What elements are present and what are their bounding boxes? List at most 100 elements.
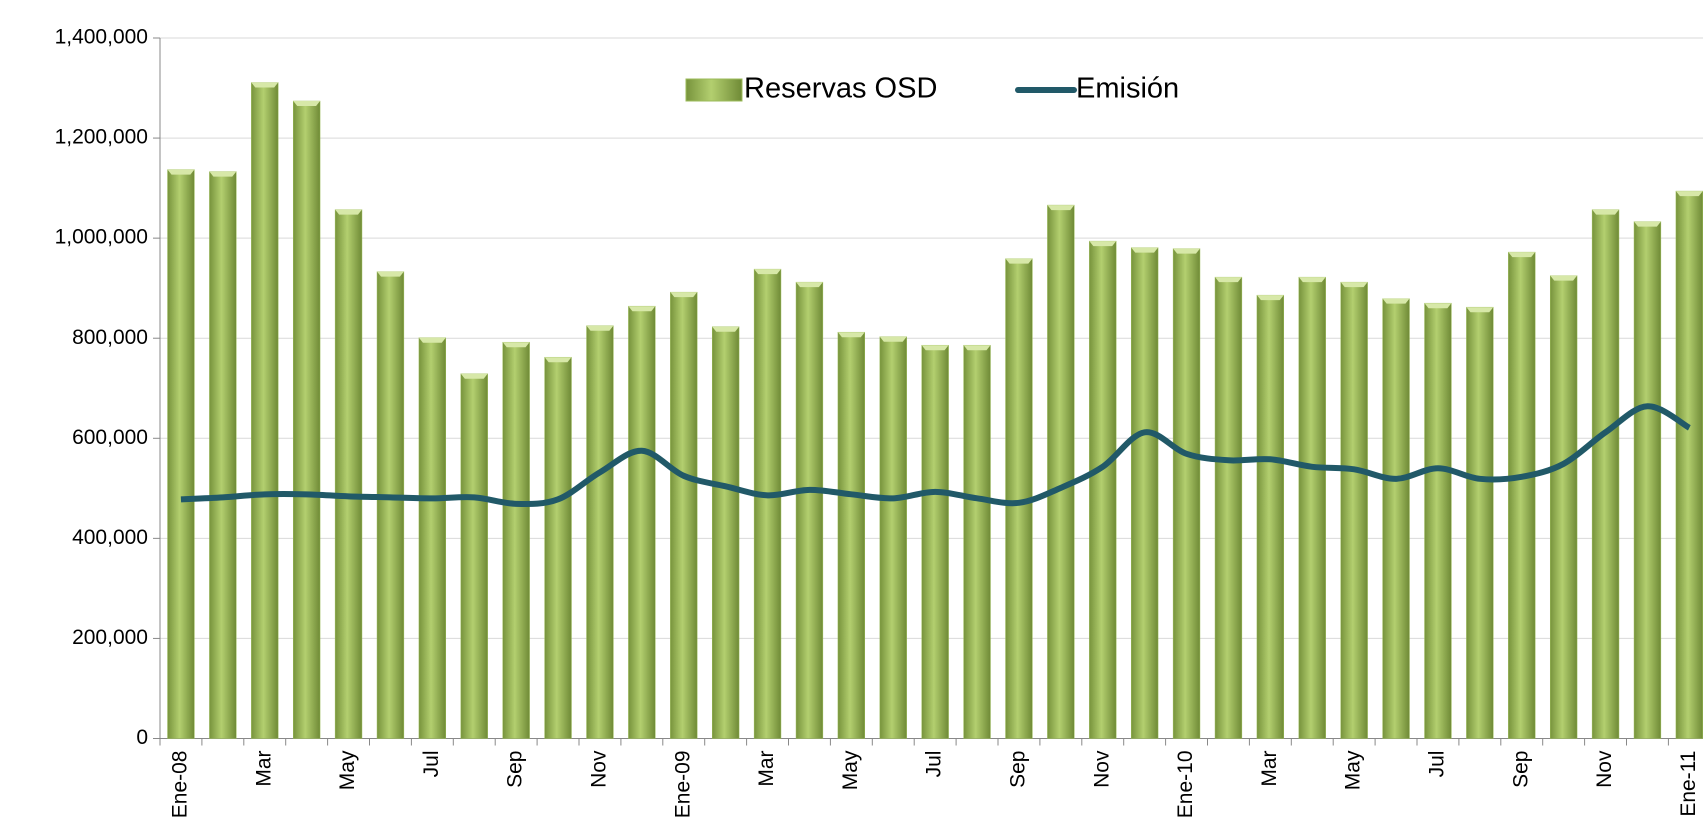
bar-cap — [1005, 258, 1033, 264]
bar-cap — [1382, 298, 1410, 304]
bar-cap — [209, 171, 237, 177]
bar-cap — [502, 342, 530, 348]
x-tick-label: Jul — [420, 751, 443, 778]
legend-label: Emisión — [1076, 73, 1179, 105]
bar-cap — [1256, 295, 1284, 301]
y-tick-label: 1,000,000 — [55, 226, 148, 249]
bar — [1172, 248, 1201, 739]
bar-cap — [544, 357, 572, 363]
bar-cap — [754, 269, 781, 275]
x-tick-label: Ene-09 — [671, 751, 694, 819]
bar-cap — [1634, 221, 1661, 227]
bar-cap — [418, 337, 446, 343]
bar — [376, 271, 405, 739]
bar — [670, 291, 698, 739]
y-tick-label: 800,000 — [72, 326, 148, 349]
bar — [1382, 298, 1410, 739]
line — [180, 403, 1691, 508]
bar — [586, 325, 614, 739]
bar-cap — [335, 209, 362, 215]
x-tick-label: Sep — [1509, 751, 1532, 788]
bar — [1424, 302, 1452, 739]
legend-label: Reservas OSD — [744, 73, 937, 105]
x-tick-label: May — [1342, 750, 1365, 790]
bar-cap — [1298, 277, 1326, 283]
bar-cap — [1173, 248, 1200, 254]
x-tick-label: Ene-08 — [168, 751, 191, 819]
bar-cap — [293, 101, 321, 107]
bar — [334, 209, 363, 739]
bar — [711, 326, 740, 739]
bar — [418, 337, 447, 739]
bar — [460, 373, 488, 739]
bar — [1047, 204, 1075, 739]
bar — [879, 336, 907, 739]
bar-cap — [1675, 191, 1703, 197]
bar — [795, 281, 824, 739]
x-tick-label: Mar — [1258, 750, 1281, 786]
x-tick-label: Sep — [504, 751, 527, 788]
bar — [167, 169, 195, 739]
x-tick-label: Mar — [252, 750, 275, 786]
y-tick-label: 200,000 — [72, 626, 148, 649]
bar — [1340, 281, 1368, 739]
bar — [837, 331, 866, 739]
bar — [292, 100, 321, 739]
bar-cap — [712, 326, 740, 332]
x-tick-label: Nov — [587, 750, 610, 788]
x-tick-label: Sep — [1006, 750, 1029, 787]
bar-cap — [1424, 303, 1452, 309]
bar — [209, 171, 237, 739]
x-tick-label: Ene-10 — [1174, 751, 1197, 819]
x-tick-label: Jul — [923, 751, 946, 778]
bar — [1549, 275, 1578, 739]
bar-cap — [460, 373, 488, 379]
x-tick-label: Ene-11 — [1677, 751, 1700, 817]
bar-cap — [963, 345, 991, 351]
bar-cap — [670, 292, 698, 298]
bar-cap — [251, 82, 279, 88]
bar — [1591, 209, 1620, 739]
bar — [251, 82, 279, 739]
y-tick-label: 1,200,000 — [55, 126, 148, 149]
bar — [1214, 276, 1243, 739]
bar — [963, 344, 991, 739]
x-tick-label: Nov — [1593, 750, 1616, 788]
bar-cap — [837, 332, 865, 338]
x-tick-label: Nov — [1090, 750, 1113, 788]
bar-cap — [879, 336, 907, 342]
bar-cap — [1592, 209, 1619, 215]
x-tick-label: May — [336, 750, 359, 790]
bar-cap — [1215, 277, 1242, 283]
bar-cap — [1466, 307, 1494, 313]
y-tick-label: 1,400,000 — [55, 26, 148, 49]
bar-cap — [921, 345, 949, 351]
bar — [921, 344, 949, 739]
bar — [502, 341, 530, 739]
bar-cap — [1089, 241, 1117, 247]
bar-cap — [796, 282, 823, 288]
x-tick-label: May — [839, 750, 862, 790]
bar — [628, 305, 656, 739]
bar-cap — [1131, 247, 1159, 253]
bar — [1256, 294, 1285, 739]
x-tick-label: Mar — [755, 750, 778, 786]
bar — [1298, 276, 1326, 739]
bar — [753, 268, 782, 739]
bar — [1130, 247, 1159, 739]
bar — [1633, 221, 1662, 739]
bar-cap — [377, 271, 404, 277]
bar — [1675, 190, 1703, 739]
bar-cap — [1340, 282, 1368, 288]
y-tick-label: 0 — [136, 726, 148, 749]
bar-cap — [628, 306, 656, 312]
bar-cap — [1550, 275, 1578, 281]
x-tick-label: Jul — [1425, 751, 1448, 778]
bar-cap — [586, 325, 614, 331]
bar-cap — [1508, 252, 1536, 258]
bar-cap — [167, 169, 195, 175]
y-tick-label: 400,000 — [72, 526, 148, 549]
legend-swatch — [685, 78, 743, 102]
bar — [544, 356, 572, 739]
